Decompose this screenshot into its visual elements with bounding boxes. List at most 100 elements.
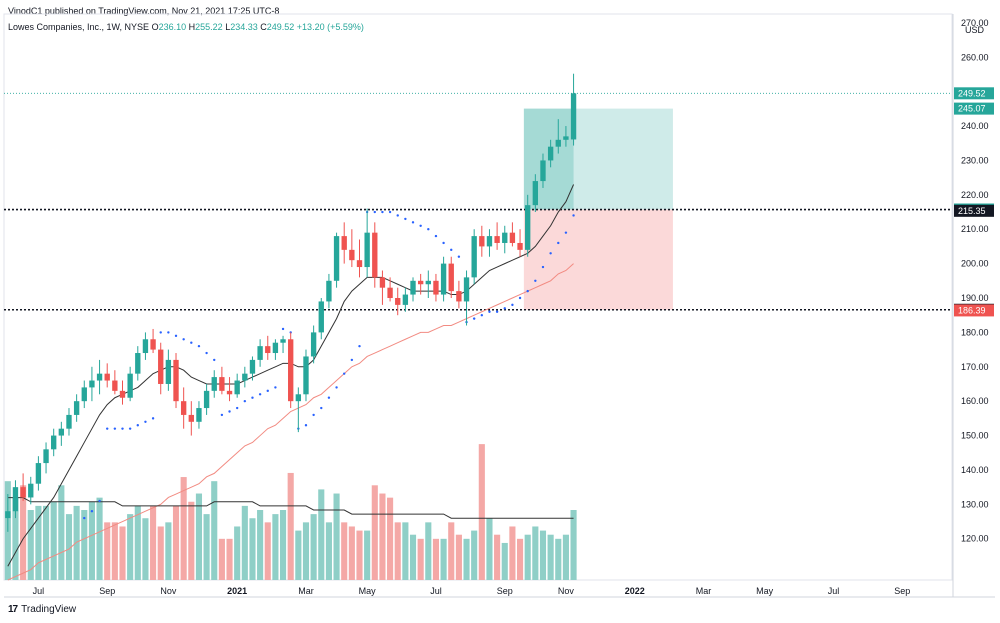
sar-dot bbox=[251, 396, 254, 399]
position-stop-zone bbox=[523, 209, 673, 310]
volume-bar bbox=[150, 505, 157, 580]
volume-bar bbox=[241, 505, 248, 580]
candle-body bbox=[112, 380, 118, 391]
candle-body bbox=[310, 332, 317, 357]
ohlc-close: 249.52 bbox=[266, 22, 295, 32]
candle-body bbox=[479, 236, 485, 247]
volume-bar bbox=[134, 505, 141, 580]
volume-bar bbox=[455, 534, 462, 580]
volume-bar bbox=[104, 522, 111, 580]
volume-bar bbox=[58, 485, 65, 580]
volume-bar bbox=[20, 485, 27, 580]
candle-body bbox=[203, 390, 210, 409]
volume-bar bbox=[486, 518, 493, 580]
candle-body bbox=[173, 359, 179, 402]
ohlc-low: 234.33 bbox=[230, 22, 258, 32]
tradingview-footer[interactable]: 17 TradingView bbox=[8, 604, 76, 615]
volume-bar bbox=[50, 501, 57, 580]
sar-dot bbox=[549, 252, 552, 255]
candle-body bbox=[395, 298, 401, 305]
volume-bar bbox=[524, 534, 531, 580]
x-tick-label: 2021 bbox=[227, 586, 247, 596]
volume-bar bbox=[409, 534, 417, 580]
sar-dot bbox=[534, 279, 537, 283]
volume-bar bbox=[402, 522, 409, 580]
sar-dot bbox=[450, 248, 453, 252]
candle-body bbox=[89, 380, 95, 388]
volume-bar bbox=[172, 505, 180, 580]
x-tick-label: Mar bbox=[696, 586, 712, 596]
sar-dot bbox=[274, 386, 277, 389]
volume-bar bbox=[295, 530, 302, 580]
sar-dot bbox=[335, 386, 338, 389]
sar-dot bbox=[320, 406, 323, 410]
sar-dot bbox=[312, 413, 315, 417]
series-line-volume-ma bbox=[7, 497, 574, 519]
volume-bar bbox=[65, 514, 73, 580]
x-tick-label: Jul bbox=[430, 586, 442, 596]
sar-dot bbox=[327, 396, 331, 399]
price-label: 245.07 bbox=[958, 104, 986, 114]
volume-bar bbox=[387, 497, 394, 580]
price-label-box bbox=[954, 204, 994, 217]
volume-bar bbox=[234, 526, 241, 580]
volume-bar bbox=[302, 522, 310, 580]
candle-body bbox=[127, 373, 133, 398]
sar-dot bbox=[228, 410, 231, 413]
volume-bar bbox=[333, 493, 340, 580]
candle-body bbox=[242, 373, 248, 381]
ohlc-high: 255.22 bbox=[195, 22, 223, 32]
volume-bar bbox=[348, 526, 355, 580]
candle-body bbox=[295, 394, 302, 402]
volume-bar bbox=[310, 514, 317, 580]
candle-body bbox=[142, 339, 149, 354]
sar-dot bbox=[258, 393, 262, 396]
candle-body bbox=[318, 301, 324, 333]
sar-dot bbox=[304, 424, 308, 427]
candle-body bbox=[20, 487, 26, 498]
x-tick-label: Nov bbox=[558, 586, 575, 596]
sar-dot bbox=[373, 210, 376, 214]
candle-body bbox=[486, 236, 493, 247]
candle-body bbox=[532, 181, 539, 206]
sar-dot bbox=[235, 406, 239, 410]
x-tick-label: Jul bbox=[828, 586, 840, 596]
volume-bar bbox=[142, 518, 149, 580]
volume-bar bbox=[257, 510, 264, 580]
candle-body bbox=[66, 414, 72, 429]
price-label: 215.35 bbox=[958, 206, 986, 216]
plot-frame bbox=[3, 13, 953, 581]
ohlc-high-label: H bbox=[188, 22, 196, 32]
sar-dot bbox=[457, 255, 461, 258]
sar-dot bbox=[144, 420, 147, 424]
ohlc-open: 236.10 bbox=[158, 22, 187, 32]
y-tick-label: 170.00 bbox=[961, 362, 989, 372]
currency-label: USD bbox=[965, 25, 985, 35]
sar-dot bbox=[564, 231, 568, 234]
candle-body bbox=[234, 380, 240, 395]
candle-body bbox=[119, 390, 126, 398]
candle-body bbox=[180, 401, 187, 415]
y-tick-label: 220.00 bbox=[961, 190, 989, 200]
sar-dot bbox=[358, 344, 361, 348]
series-line-ema-40 bbox=[7, 263, 574, 581]
volume-bar bbox=[264, 522, 271, 580]
price-label-box bbox=[954, 102, 994, 115]
volume-bar bbox=[226, 538, 233, 580]
ohlc-close-label: C bbox=[260, 22, 267, 32]
volume-bar bbox=[394, 522, 401, 580]
candle-body bbox=[563, 136, 569, 140]
candle-body bbox=[265, 346, 271, 354]
volume-bar bbox=[562, 534, 569, 580]
candle-body bbox=[288, 339, 294, 402]
volume-bar bbox=[218, 538, 225, 580]
volume-bar bbox=[478, 444, 485, 580]
symbol-legend: Lowes Companies, Inc., 1W, NYSE O236.10 … bbox=[8, 22, 364, 32]
volume-bar bbox=[88, 501, 95, 580]
candle-body bbox=[341, 236, 347, 250]
volume-bar bbox=[494, 534, 501, 580]
sar-dot bbox=[159, 331, 162, 334]
candle-body bbox=[96, 373, 103, 381]
candle-body bbox=[517, 242, 523, 250]
